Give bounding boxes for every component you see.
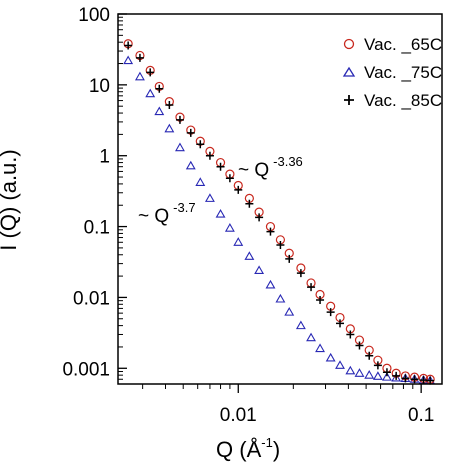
legend-marker-triangle	[342, 66, 356, 77]
data-point-plus	[373, 361, 382, 370]
data-point-triangle	[315, 343, 325, 353]
data-point-triangle	[233, 237, 244, 246]
legend-entry-85c: Vac. _85C	[344, 91, 442, 110]
data-point-triangle	[295, 320, 306, 330]
data-point-plus	[307, 283, 316, 292]
axis-ticks-group: 100 10 1 0.1 0.01 0.001 0.01 0.1	[62, 5, 434, 426]
data-point-triangle	[306, 332, 316, 342]
data-point-plus	[336, 319, 345, 328]
data-point-triangle	[145, 88, 156, 98]
data-point-triangle	[244, 251, 255, 260]
data-point-plus	[326, 308, 335, 317]
data-point-plus	[186, 128, 195, 137]
data-point-triangle	[391, 372, 402, 382]
legend: Vac. _65C Vac. _75C Vac. _85C	[342, 35, 442, 110]
data-point-triangle	[195, 177, 206, 186]
data-point-plus	[124, 41, 133, 50]
x-tick-label: 0.1	[408, 405, 434, 426]
y-tick-label: 10	[89, 76, 110, 97]
data-point-plus	[135, 53, 144, 62]
slope-annotation-75c-prefix: ~ Q	[138, 206, 169, 227]
data-point-plus	[165, 100, 174, 109]
plot-frame	[117, 13, 443, 385]
x-axis-title-close: )	[273, 437, 280, 462]
slope-annotation-65c: ~ Q -3.36	[238, 154, 303, 181]
data-point-plus	[266, 227, 275, 236]
data-point-plus	[155, 84, 164, 93]
y-tick-label: 0.01	[73, 288, 110, 309]
data-point-plus	[355, 341, 364, 350]
x-axis-title-unit: Å	[247, 437, 262, 462]
data-point-triangle	[372, 371, 383, 380]
data-point-triangle	[284, 307, 295, 316]
data-point-plus	[225, 174, 234, 183]
y-tick-label: 0.001	[62, 359, 110, 380]
y-tick-label: 100	[78, 5, 110, 26]
data-point-plus	[365, 351, 374, 360]
data-point-plus	[175, 115, 184, 124]
data-point-plus	[346, 330, 355, 339]
x-tick-label: 0.01	[220, 405, 257, 426]
x-axis-title-exponent: -1	[261, 435, 273, 450]
legend-label-75c: Vac. _75C	[364, 63, 442, 82]
data-point-triangle	[224, 223, 235, 232]
y-axis-title: I (Q) (a.u.)	[0, 149, 21, 250]
data-point-triangle	[275, 293, 286, 303]
x-axis-title: Q (Å-1)	[216, 435, 280, 462]
data-point-plus	[410, 375, 419, 384]
data-point-triangle	[185, 160, 196, 170]
data-point-plus	[382, 368, 391, 377]
data-point-triangle	[381, 372, 392, 381]
data-point-triangle	[123, 55, 134, 65]
y-tick-label: 0.1	[84, 218, 110, 239]
legend-marker-plus	[344, 95, 354, 105]
y-tick-label: 1	[99, 147, 110, 168]
data-series-group	[123, 39, 436, 385]
data-point-triangle	[335, 360, 345, 369]
data-point-plus	[196, 140, 205, 149]
data-point-plus	[392, 371, 401, 380]
data-point-plus	[255, 213, 264, 222]
data-point-triangle	[364, 370, 375, 379]
legend-entry-65c: Vac. _65C	[343, 35, 442, 54]
data-point-triangle	[175, 142, 185, 152]
data-point-triangle	[154, 106, 165, 116]
legend-marker-circle	[343, 38, 355, 50]
data-point-plus	[296, 269, 305, 278]
slope-annotation-65c-prefix: ~ Q	[238, 160, 269, 181]
series-plus	[124, 41, 435, 385]
data-point-plus	[146, 68, 155, 77]
data-point-triangle	[254, 265, 265, 275]
data-point-plus	[205, 151, 214, 160]
slope-annotation-65c-exponent: -3.36	[273, 154, 303, 169]
series-triangle	[123, 55, 436, 385]
x-axis-title-main: Q (	[216, 437, 247, 462]
data-point-triangle	[265, 279, 276, 289]
data-point-triangle	[354, 368, 365, 377]
data-point-triangle	[164, 123, 175, 133]
data-point-triangle	[345, 365, 356, 375]
data-point-triangle	[204, 193, 215, 202]
slope-annotation-75c-exponent: -3.7	[173, 200, 195, 215]
legend-entry-75c: Vac. _75C	[342, 63, 442, 82]
data-point-triangle	[325, 352, 336, 362]
data-point-plus	[216, 162, 225, 171]
data-point-plus	[245, 199, 254, 208]
data-point-plus	[316, 295, 325, 304]
legend-label-85c: Vac. _85C	[364, 91, 442, 110]
data-point-triangle	[134, 71, 145, 81]
data-point-plus	[276, 240, 285, 249]
data-point-plus	[234, 185, 243, 194]
data-point-plus	[285, 254, 294, 263]
data-point-triangle	[215, 208, 226, 218]
data-point-plus	[401, 374, 410, 383]
legend-label-65c: Vac. _65C	[364, 35, 442, 54]
slope-annotation-75c: ~ Q -3.7	[138, 200, 196, 227]
